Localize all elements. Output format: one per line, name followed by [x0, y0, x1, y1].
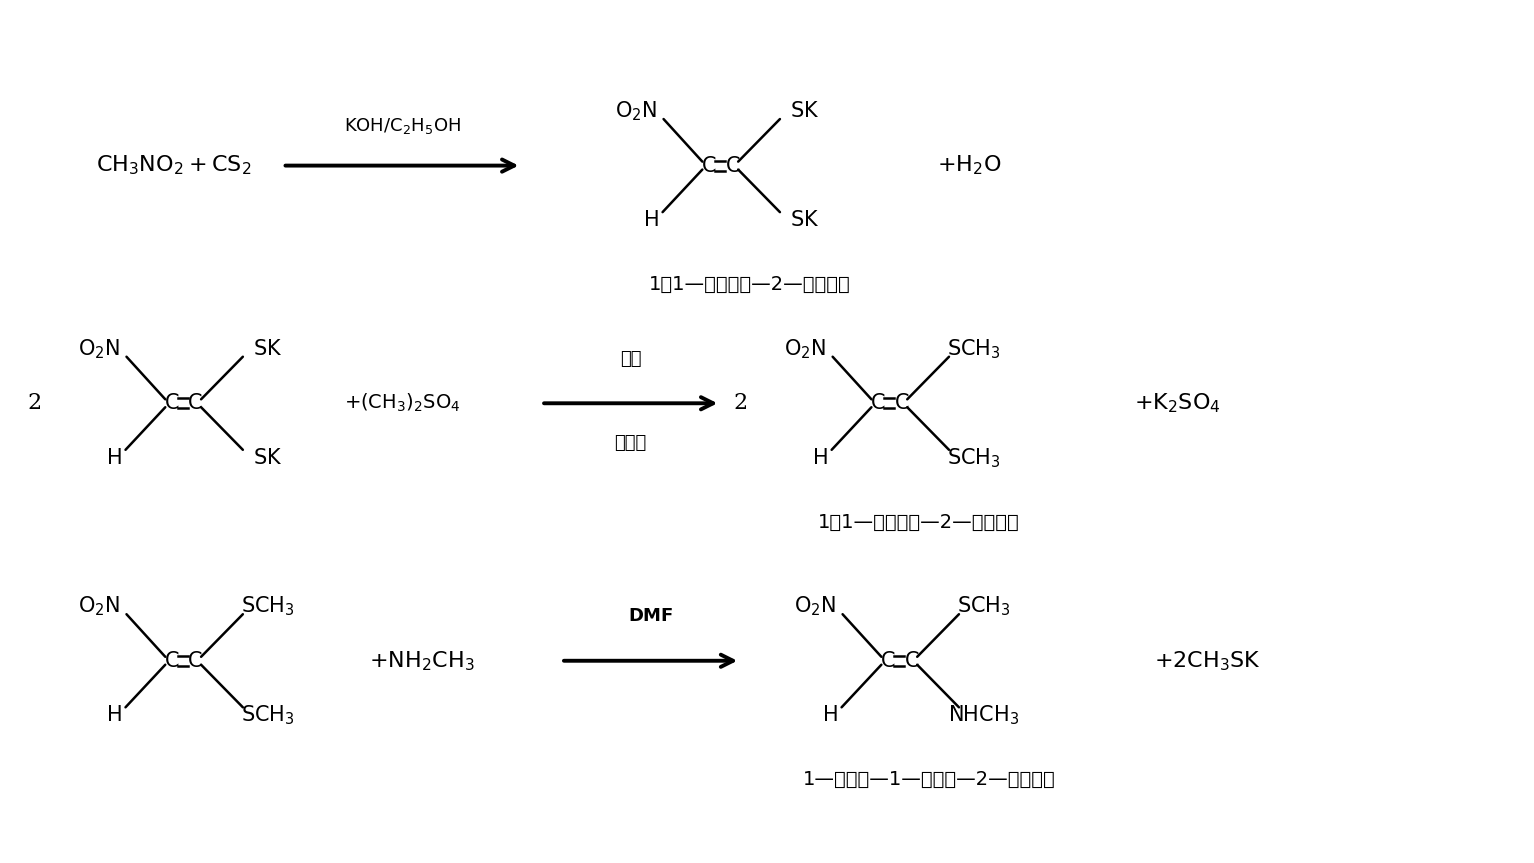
Text: $\mathrm{C}$: $\mathrm{C}$: [894, 394, 910, 413]
Text: $\mathrm{+K_2SO_4}$: $\mathrm{+K_2SO_4}$: [1134, 392, 1221, 415]
Text: $\mathrm{C}$: $\mathrm{C}$: [164, 651, 179, 671]
Text: $\mathrm{O_2N}$: $\mathrm{O_2N}$: [78, 595, 120, 618]
Text: $\mathrm{SCH_3}$: $\mathrm{SCH_3}$: [957, 595, 1011, 618]
Text: $\mathrm{C}$: $\mathrm{C}$: [724, 155, 739, 175]
Text: 甲醇: 甲醇: [620, 350, 641, 368]
Text: $\mathrm{H}$: $\mathrm{H}$: [106, 448, 121, 468]
Text: $\mathrm{SK}$: $\mathrm{SK}$: [790, 210, 819, 230]
Text: $\mathrm{SK}$: $\mathrm{SK}$: [790, 101, 819, 121]
Text: $\mathbf{DMF}$: $\mathbf{DMF}$: [627, 608, 673, 625]
Text: $\mathrm{O_2N}$: $\mathrm{O_2N}$: [784, 337, 825, 361]
Text: $\mathrm{SCH_3}$: $\mathrm{SCH_3}$: [241, 703, 295, 727]
Text: $\mathrm{O_2N}$: $\mathrm{O_2N}$: [793, 595, 836, 618]
Text: $\mathrm{+NH_2CH_3}$: $\mathrm{+NH_2CH_3}$: [370, 649, 474, 672]
Text: $\mathrm{+(CH_3)_2SO_4}$: $\mathrm{+(CH_3)_2SO_4}$: [344, 392, 460, 414]
Text: $\mathrm{C}$: $\mathrm{C}$: [187, 651, 202, 671]
Text: $\mathrm{SCH_3}$: $\mathrm{SCH_3}$: [946, 446, 1000, 469]
Text: $\mathrm{H}$: $\mathrm{H}$: [643, 210, 658, 230]
Text: $\mathrm{C}$: $\mathrm{C}$: [701, 155, 716, 175]
Text: 1，1—二钒硫基—2—硫基乙烯: 1，1—二钒硫基—2—硫基乙烯: [649, 275, 851, 294]
Text: $\mathrm{C}$: $\mathrm{C}$: [870, 394, 885, 413]
Text: $\mathrm{H}$: $\mathrm{H}$: [822, 705, 838, 725]
Text: $\mathrm{+H_2O}$: $\mathrm{+H_2O}$: [937, 154, 1002, 178]
Text: $\mathrm{KOH/C_2H_5OH}$: $\mathrm{KOH/C_2H_5OH}$: [344, 116, 460, 136]
Text: $\mathrm{NHCH_3}$: $\mathrm{NHCH_3}$: [948, 703, 1020, 727]
Text: $\mathrm{O_2N}$: $\mathrm{O_2N}$: [78, 337, 120, 361]
Text: $\mathrm{+2CH_3SK}$: $\mathrm{+2CH_3SK}$: [1154, 649, 1261, 672]
Text: $\mathrm{O_2N}$: $\mathrm{O_2N}$: [615, 99, 657, 123]
Text: $\mathrm{SCH_3}$: $\mathrm{SCH_3}$: [241, 595, 295, 618]
Text: 1，1—二甲硫基—2—硫基乙烯: 1，1—二甲硫基—2—硫基乙烯: [818, 513, 1020, 532]
Text: 1—甲胺基—1—甲硫基—2—硫基乙烯: 1—甲胺基—1—甲硫基—2—硫基乙烯: [802, 770, 1055, 789]
Text: 2: 2: [28, 393, 41, 414]
Text: $\mathrm{SK}$: $\mathrm{SK}$: [253, 339, 282, 359]
Text: $\mathrm{H}$: $\mathrm{H}$: [106, 705, 121, 725]
Text: 2: 2: [733, 393, 747, 414]
Text: $\mathrm{H}$: $\mathrm{H}$: [811, 448, 827, 468]
Text: $\mathrm{CH_3NO_2+CS_2}$: $\mathrm{CH_3NO_2+CS_2}$: [95, 154, 252, 178]
Text: $\mathrm{C}$: $\mathrm{C}$: [904, 651, 919, 671]
Text: $\mathrm{C}$: $\mathrm{C}$: [164, 394, 179, 413]
Text: $\mathrm{C}$: $\mathrm{C}$: [879, 651, 894, 671]
Text: $\mathrm{C}$: $\mathrm{C}$: [187, 394, 202, 413]
Text: $\mathrm{SK}$: $\mathrm{SK}$: [253, 448, 282, 468]
Text: 或乙醇: 或乙醇: [615, 434, 647, 452]
Text: $\mathrm{SCH_3}$: $\mathrm{SCH_3}$: [946, 337, 1000, 361]
